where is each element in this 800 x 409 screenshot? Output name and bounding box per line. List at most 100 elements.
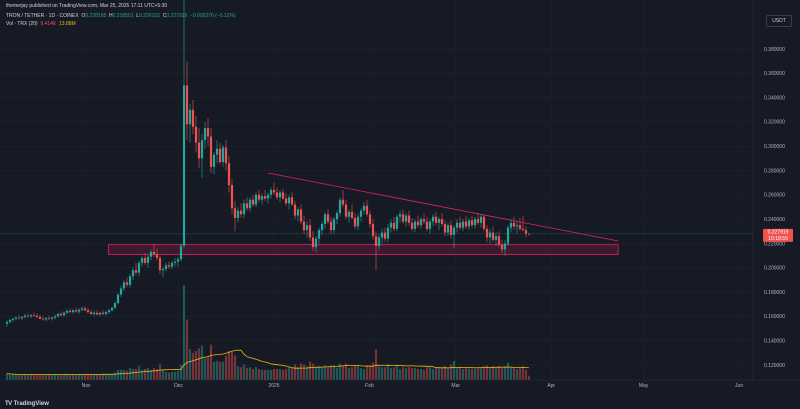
candle-body — [419, 219, 423, 226]
volume-bar — [104, 374, 108, 380]
candle-body — [410, 222, 414, 229]
candle-body — [17, 317, 21, 319]
candle-body — [59, 313, 63, 316]
candle-body — [476, 219, 480, 223]
currency-button[interactable]: USDT — [766, 15, 792, 27]
volume-bar — [167, 372, 171, 380]
volume-bar — [386, 364, 390, 380]
candle-body — [248, 199, 252, 209]
volume-bar — [14, 374, 18, 380]
support-zone — [107, 244, 619, 255]
volume-bar — [311, 363, 315, 380]
candles — [5, 0, 531, 327]
candle-body — [515, 225, 519, 227]
volume-bar — [413, 368, 417, 380]
candle-body — [152, 251, 156, 255]
candle-body — [338, 199, 342, 214]
volume-bar — [314, 366, 318, 380]
volume-bar — [59, 374, 63, 380]
volume-bar — [509, 368, 513, 380]
candle-body — [518, 225, 522, 229]
candle-body — [287, 197, 291, 204]
volume-bar — [188, 349, 192, 380]
y-tick-label: 0.260000 — [764, 193, 785, 199]
candle-body — [317, 230, 321, 239]
volume-bar — [194, 351, 198, 380]
volume-bar — [245, 368, 249, 380]
volume-bar — [368, 365, 372, 380]
volume-bar — [170, 371, 174, 380]
candle-body — [305, 225, 309, 231]
candle-body — [443, 224, 447, 233]
candle-body — [407, 215, 411, 223]
volume-bar — [380, 367, 384, 380]
volume-bar — [185, 319, 189, 380]
candle-body — [206, 128, 210, 137]
volume-bar — [389, 368, 393, 380]
candle-body — [83, 308, 87, 311]
volume-bar — [107, 374, 111, 380]
volume-bar — [32, 374, 36, 380]
candle-body — [404, 215, 408, 222]
volume-bar — [143, 369, 147, 380]
candle-body — [101, 312, 105, 314]
volume-bar — [101, 374, 105, 380]
candle-body — [140, 258, 144, 263]
volume-bar — [362, 369, 366, 380]
volume-bar — [503, 366, 507, 380]
candle-body — [389, 222, 393, 228]
candle-body — [308, 225, 312, 238]
volume-bar — [137, 366, 141, 380]
candle-body — [20, 316, 24, 319]
volume-bar — [38, 374, 42, 380]
candle-body — [263, 196, 267, 199]
volume-bar — [179, 364, 183, 380]
candle-body — [89, 312, 93, 314]
candle-body — [155, 254, 159, 259]
candle-body — [500, 244, 504, 250]
volume-bar — [320, 368, 324, 380]
candle-body — [215, 148, 219, 155]
volume-bar — [56, 374, 60, 380]
candle-body — [77, 309, 81, 312]
volume-bar — [455, 368, 459, 380]
candle-body — [416, 221, 420, 226]
candle-body — [212, 154, 216, 167]
volume-bar — [50, 374, 54, 380]
candle-body — [95, 312, 99, 315]
candle-body — [5, 321, 9, 324]
candle-body — [425, 221, 429, 229]
volume-bar — [497, 366, 501, 380]
volume-bar — [26, 374, 30, 380]
candle-body — [377, 237, 381, 246]
candle-body — [218, 148, 222, 163]
volume-bar — [155, 369, 159, 380]
volume-bar — [431, 369, 435, 380]
candle-body — [221, 147, 225, 163]
time-axis: Nov Dec 2025 Feb Mar Apr May Jun — [0, 0, 800, 389]
candle-body — [146, 256, 150, 263]
volume-bar — [473, 369, 477, 380]
candle-body — [431, 216, 435, 222]
candle-body — [350, 211, 354, 218]
candle-body — [188, 109, 192, 125]
candle-body — [125, 282, 129, 285]
volume-bar — [515, 369, 519, 380]
volume-bar — [434, 368, 438, 380]
candle-body — [254, 194, 258, 205]
candle-body — [371, 224, 375, 237]
candle-body — [260, 196, 264, 200]
volume-bar — [272, 369, 276, 380]
x-tick-label: Nov — [82, 383, 91, 389]
candle-body — [434, 216, 438, 223]
candle-body — [512, 222, 516, 227]
tradingview-logo-icon: TV — [5, 401, 12, 407]
x-tick-label: Mar — [451, 383, 460, 389]
volume-bar — [257, 369, 261, 380]
candle-body — [32, 315, 36, 316]
volume-bar — [65, 373, 69, 380]
candle-body — [107, 310, 111, 313]
price-tag-value: 0.227919 — [768, 229, 789, 235]
volume-bar — [479, 368, 483, 380]
